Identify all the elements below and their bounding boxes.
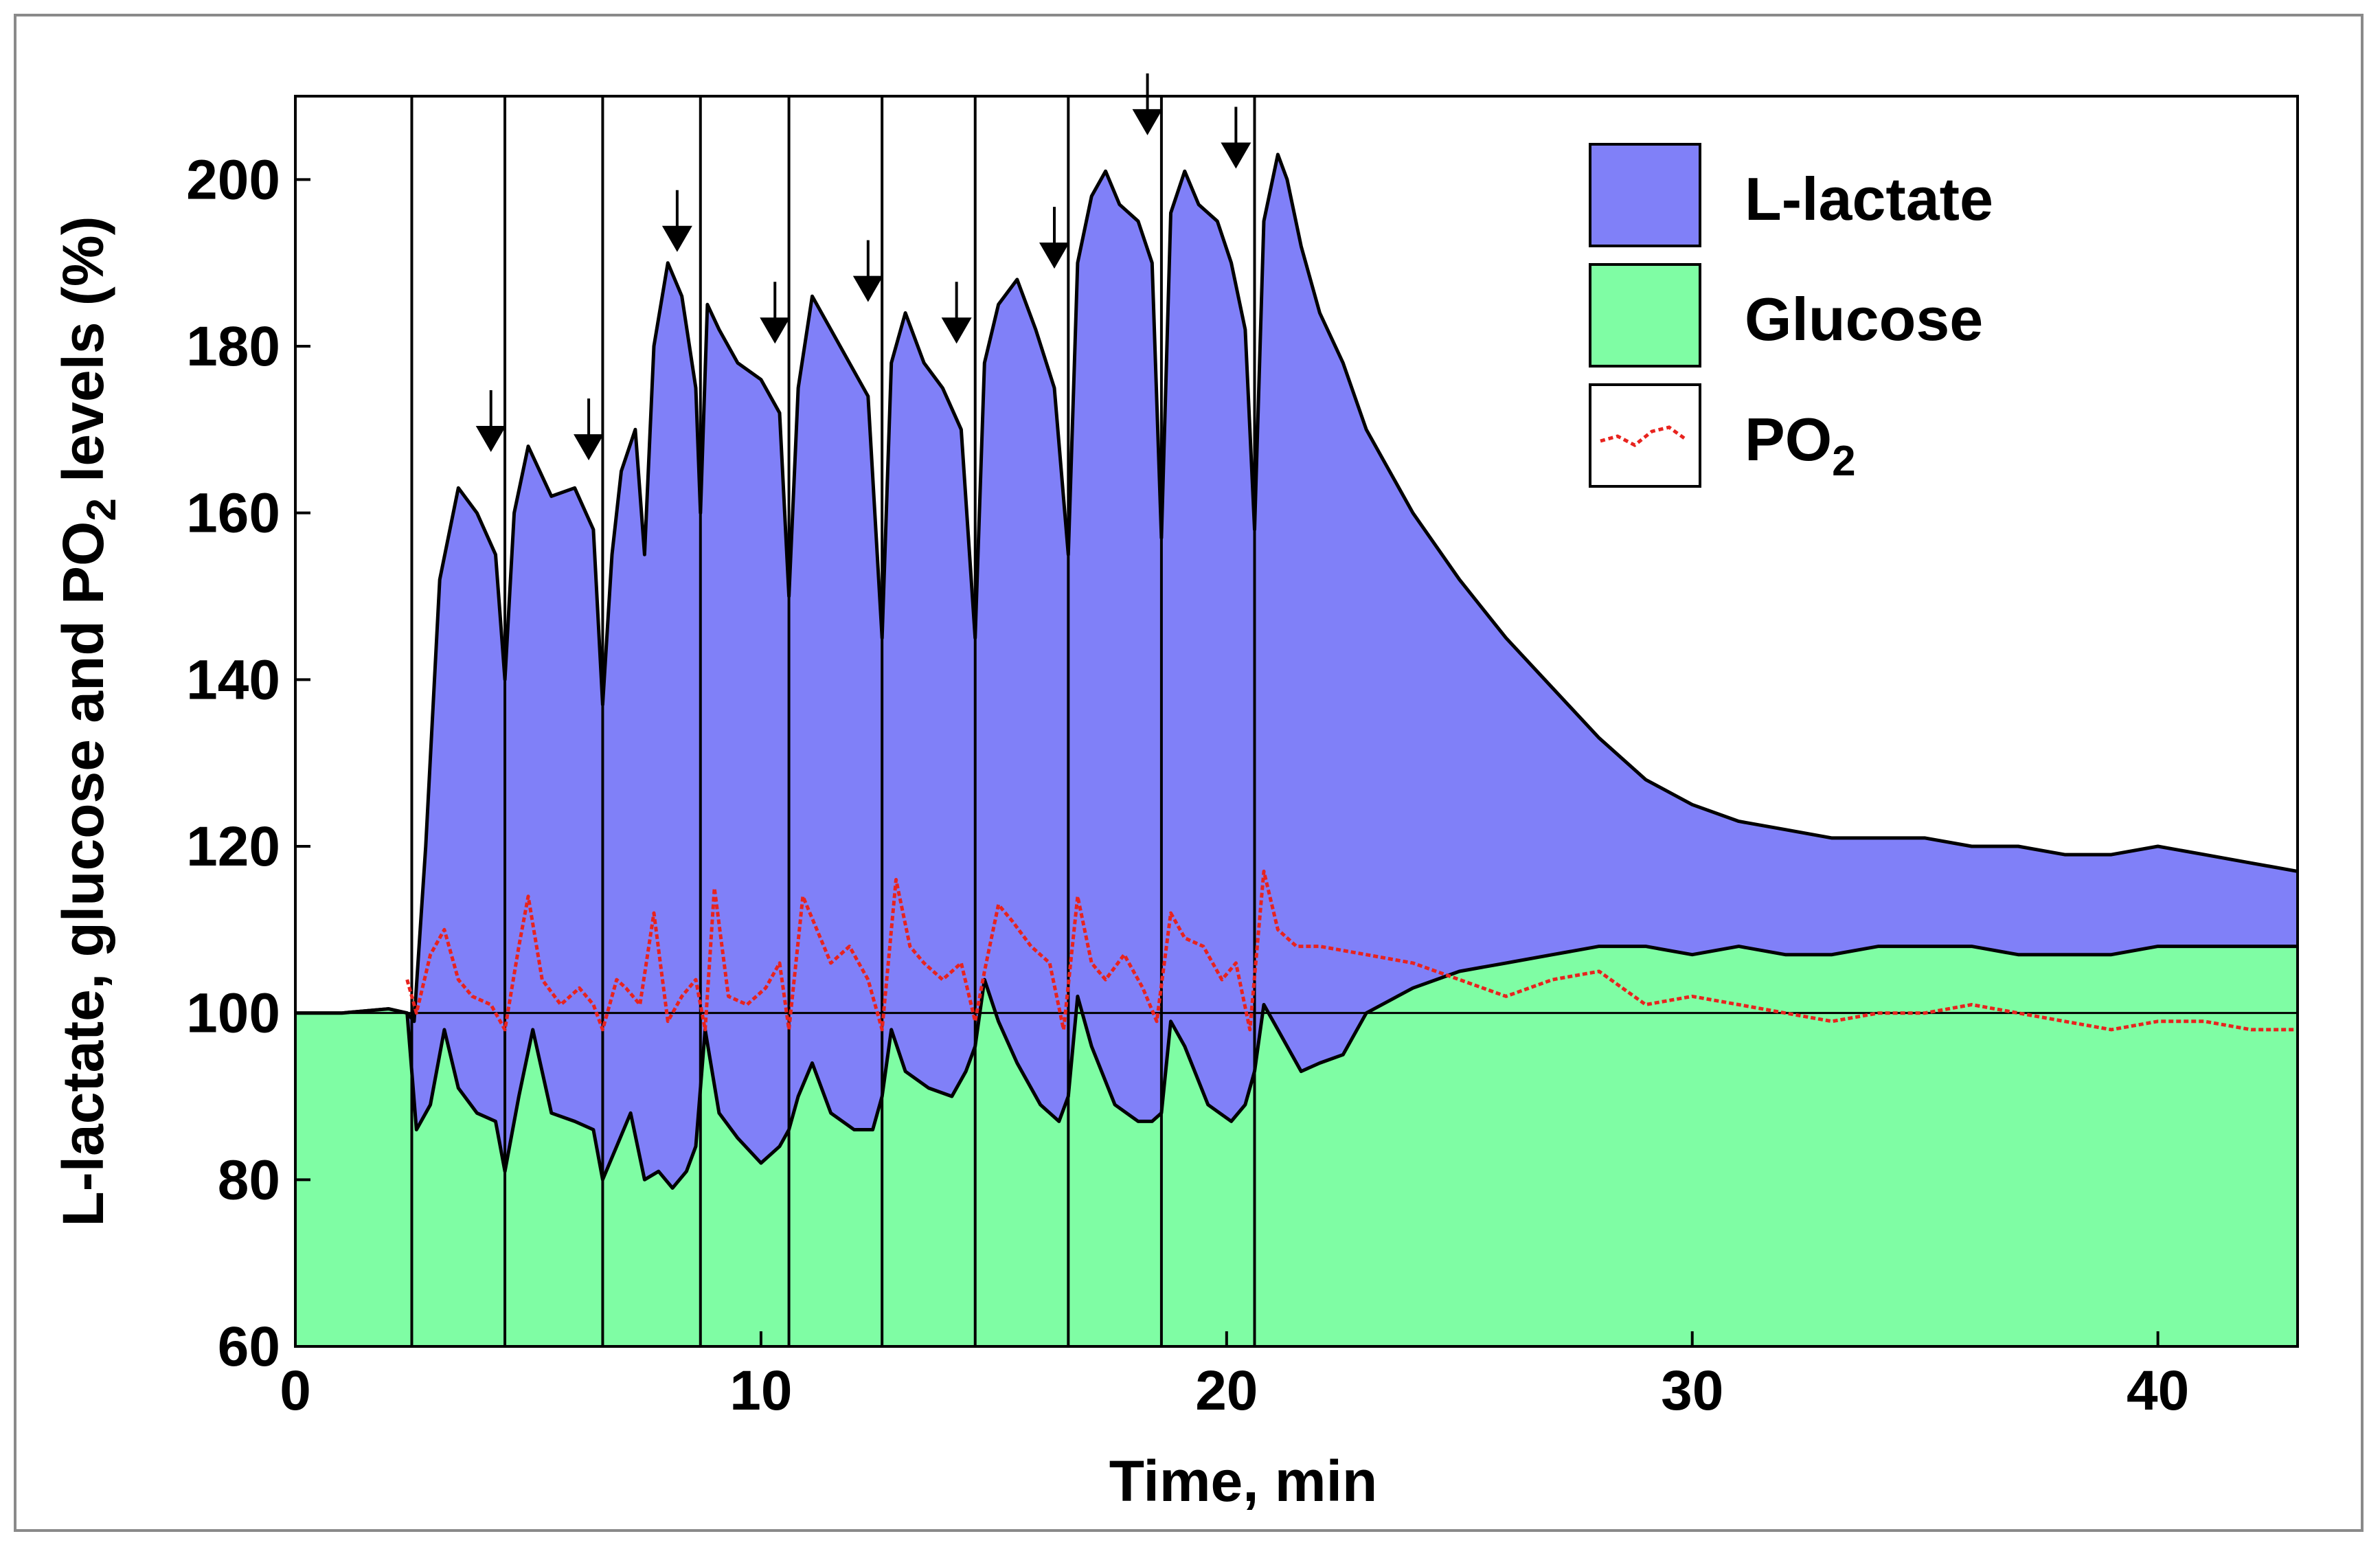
y-tick-label-140: 140 xyxy=(186,648,280,711)
arrow-markers xyxy=(475,73,1251,461)
y-axis-title-main: L-lactate, glucose and PO xyxy=(51,521,115,1227)
arrow-head-3 xyxy=(661,225,692,252)
arrow-head-2 xyxy=(574,434,604,461)
x-tick-label-20: 20 xyxy=(1195,1359,1258,1422)
y-tick-label-100: 100 xyxy=(186,982,280,1045)
plot-border xyxy=(294,95,2299,1348)
x-tick-label-10: 10 xyxy=(729,1359,792,1422)
arrow-marker-3 xyxy=(661,190,692,252)
arrow-marker-1 xyxy=(475,390,506,452)
arrow-head-5 xyxy=(852,275,883,302)
legend-label-po2-subscript: 2 xyxy=(1832,438,1855,485)
arrow-head-1 xyxy=(475,426,506,452)
arrow-marker-4 xyxy=(760,282,791,344)
y-axis-title-tail: levels (%) xyxy=(51,216,115,498)
arrow-marker-8 xyxy=(1132,73,1163,135)
outline-glucose xyxy=(295,945,2298,1190)
legend-label-po2-main: PO xyxy=(1745,405,1832,473)
stimulus-lines xyxy=(410,96,1256,1346)
x-tick-label-0: 0 xyxy=(280,1359,311,1422)
y-tick-label-80: 80 xyxy=(218,1149,280,1211)
area-layer xyxy=(295,153,2298,1346)
y-tick-label-120: 120 xyxy=(186,815,280,878)
line-layer xyxy=(405,869,2298,1032)
arrow-head-6 xyxy=(941,317,972,344)
y-tick-label-160: 160 xyxy=(186,482,280,545)
arrow-head-7 xyxy=(1039,242,1069,269)
x-axis-title: Time, min xyxy=(1109,1449,1378,1513)
x-tick-label-40: 40 xyxy=(2127,1359,2189,1422)
outline-l-lactate xyxy=(295,153,2298,1024)
axes: 0 10 20 30 40 60 80 100 120 140 160 180 200 xyxy=(186,148,2189,1422)
y-axis-title-subscript: 2 xyxy=(78,498,124,521)
legend-label-po2: PO2 xyxy=(1745,405,1856,485)
arrow-head-8 xyxy=(1132,109,1163,135)
arrow-marker-6 xyxy=(941,282,972,344)
arrow-marker-5 xyxy=(852,240,883,302)
legend-label-l-lactate: L-lactate xyxy=(1745,165,1993,233)
arrow-marker-9 xyxy=(1221,106,1251,169)
y-tick-label-200: 200 xyxy=(186,148,280,211)
legend-swatch-glucose xyxy=(1589,263,1701,368)
arrow-marker-7 xyxy=(1039,207,1069,269)
area-glucose xyxy=(295,946,2298,1346)
line-po2 xyxy=(405,869,2298,1032)
x-tick-label-30: 30 xyxy=(1661,1359,1723,1422)
arrow-head-9 xyxy=(1221,142,1251,169)
y-axis-title: L-lactate, glucose and PO2 levels (%) xyxy=(51,216,124,1226)
y-tick-label-60: 60 xyxy=(218,1315,280,1378)
legend-label-glucose: Glucose xyxy=(1745,285,1983,353)
legend: L-lactate Glucose PO2 xyxy=(1589,143,1993,488)
legend-swatch-l-lactate xyxy=(1589,143,1701,247)
arrow-marker-2 xyxy=(574,398,604,461)
arrow-head-4 xyxy=(760,317,791,344)
y-tick-label-180: 180 xyxy=(186,315,280,378)
